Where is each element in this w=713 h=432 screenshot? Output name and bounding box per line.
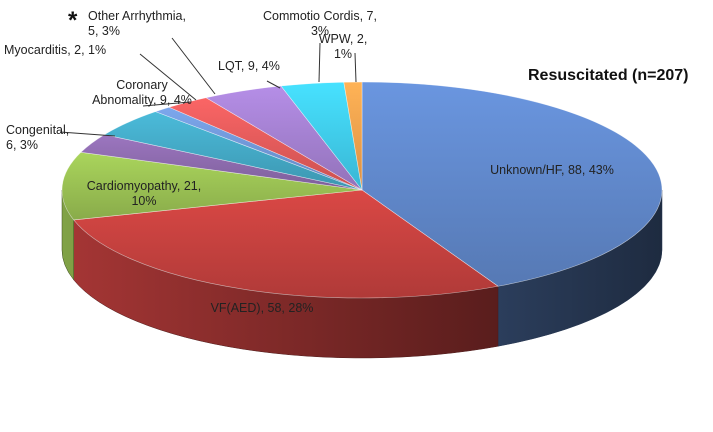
label-line: Abnomality, 9, 4% bbox=[92, 93, 192, 107]
label-cardiomyopathy: Cardiomyopathy, 21, 10% bbox=[87, 179, 201, 208]
asterisk-marker: * bbox=[68, 7, 78, 34]
chart-title: Resuscitated (n=207) bbox=[528, 67, 689, 84]
slice-cardiomyopathy bbox=[61, 151, 363, 221]
pie-top bbox=[61, 81, 663, 299]
label-line: 6, 3% bbox=[6, 138, 38, 152]
label-line: Commotio Cordis, 7, bbox=[263, 9, 377, 23]
label-vf-aed: VF(AED), 58, 28% bbox=[211, 301, 314, 315]
label-line: Cardiomyopathy, 21, bbox=[87, 179, 201, 193]
label-commotio-cordis: Commotio Cordis, 7, 3% bbox=[263, 9, 377, 38]
label-line: 10% bbox=[131, 194, 156, 208]
leader-line-congenital bbox=[59, 131, 116, 137]
label-other-arrhythmia: Other Arrhythmia, 5, 3% bbox=[88, 9, 186, 38]
label-line: 3% bbox=[311, 24, 329, 38]
label-coronary-abnomality: Coronary Abnomality, 9, 4% bbox=[92, 78, 192, 107]
label-line: WPW, 2, bbox=[319, 32, 368, 46]
label-line: Myocarditis, 2, 1% bbox=[4, 43, 106, 57]
label-wpw: WPW, 2, 1% bbox=[319, 32, 368, 61]
leader-line-myocarditis bbox=[139, 53, 197, 101]
label-line: Unknown/HF, 88, 43% bbox=[490, 163, 614, 177]
slice-wpw bbox=[343, 81, 363, 191]
label-unknown-hf: Unknown/HF, 88, 43% bbox=[490, 163, 614, 177]
leader-line-commotio-cordis bbox=[318, 42, 321, 83]
label-line: Other Arrhythmia, bbox=[88, 9, 186, 23]
label-congenital: Congenital, 6, 3% bbox=[6, 123, 69, 152]
leader-line-other-arrhythmia bbox=[171, 37, 216, 95]
label-line: Congenital, bbox=[6, 123, 69, 137]
label-lqt: LQT, 9, 4% bbox=[218, 59, 280, 73]
slice-vf-aed bbox=[73, 189, 499, 299]
leader-lines bbox=[59, 37, 357, 137]
label-line: 5, 3% bbox=[88, 24, 120, 38]
slice-labels: Unknown/HF, 88, 43% VF(AED), 58, 28% Cardi… bbox=[4, 9, 614, 315]
label-line: LQT, 9, 4% bbox=[218, 59, 280, 73]
label-line: 1% bbox=[334, 47, 352, 61]
pie-sides bbox=[61, 189, 663, 359]
label-myocarditis: Myocarditis, 2, 1% bbox=[4, 43, 106, 57]
slice-unknown-hf bbox=[361, 81, 663, 287]
leader-line-lqt bbox=[266, 80, 281, 89]
leader-line-coronary-abnomality bbox=[142, 101, 191, 107]
leader-line-wpw bbox=[354, 52, 357, 83]
label-line: Coronary bbox=[116, 78, 168, 92]
label-line: VF(AED), 58, 28% bbox=[211, 301, 314, 315]
